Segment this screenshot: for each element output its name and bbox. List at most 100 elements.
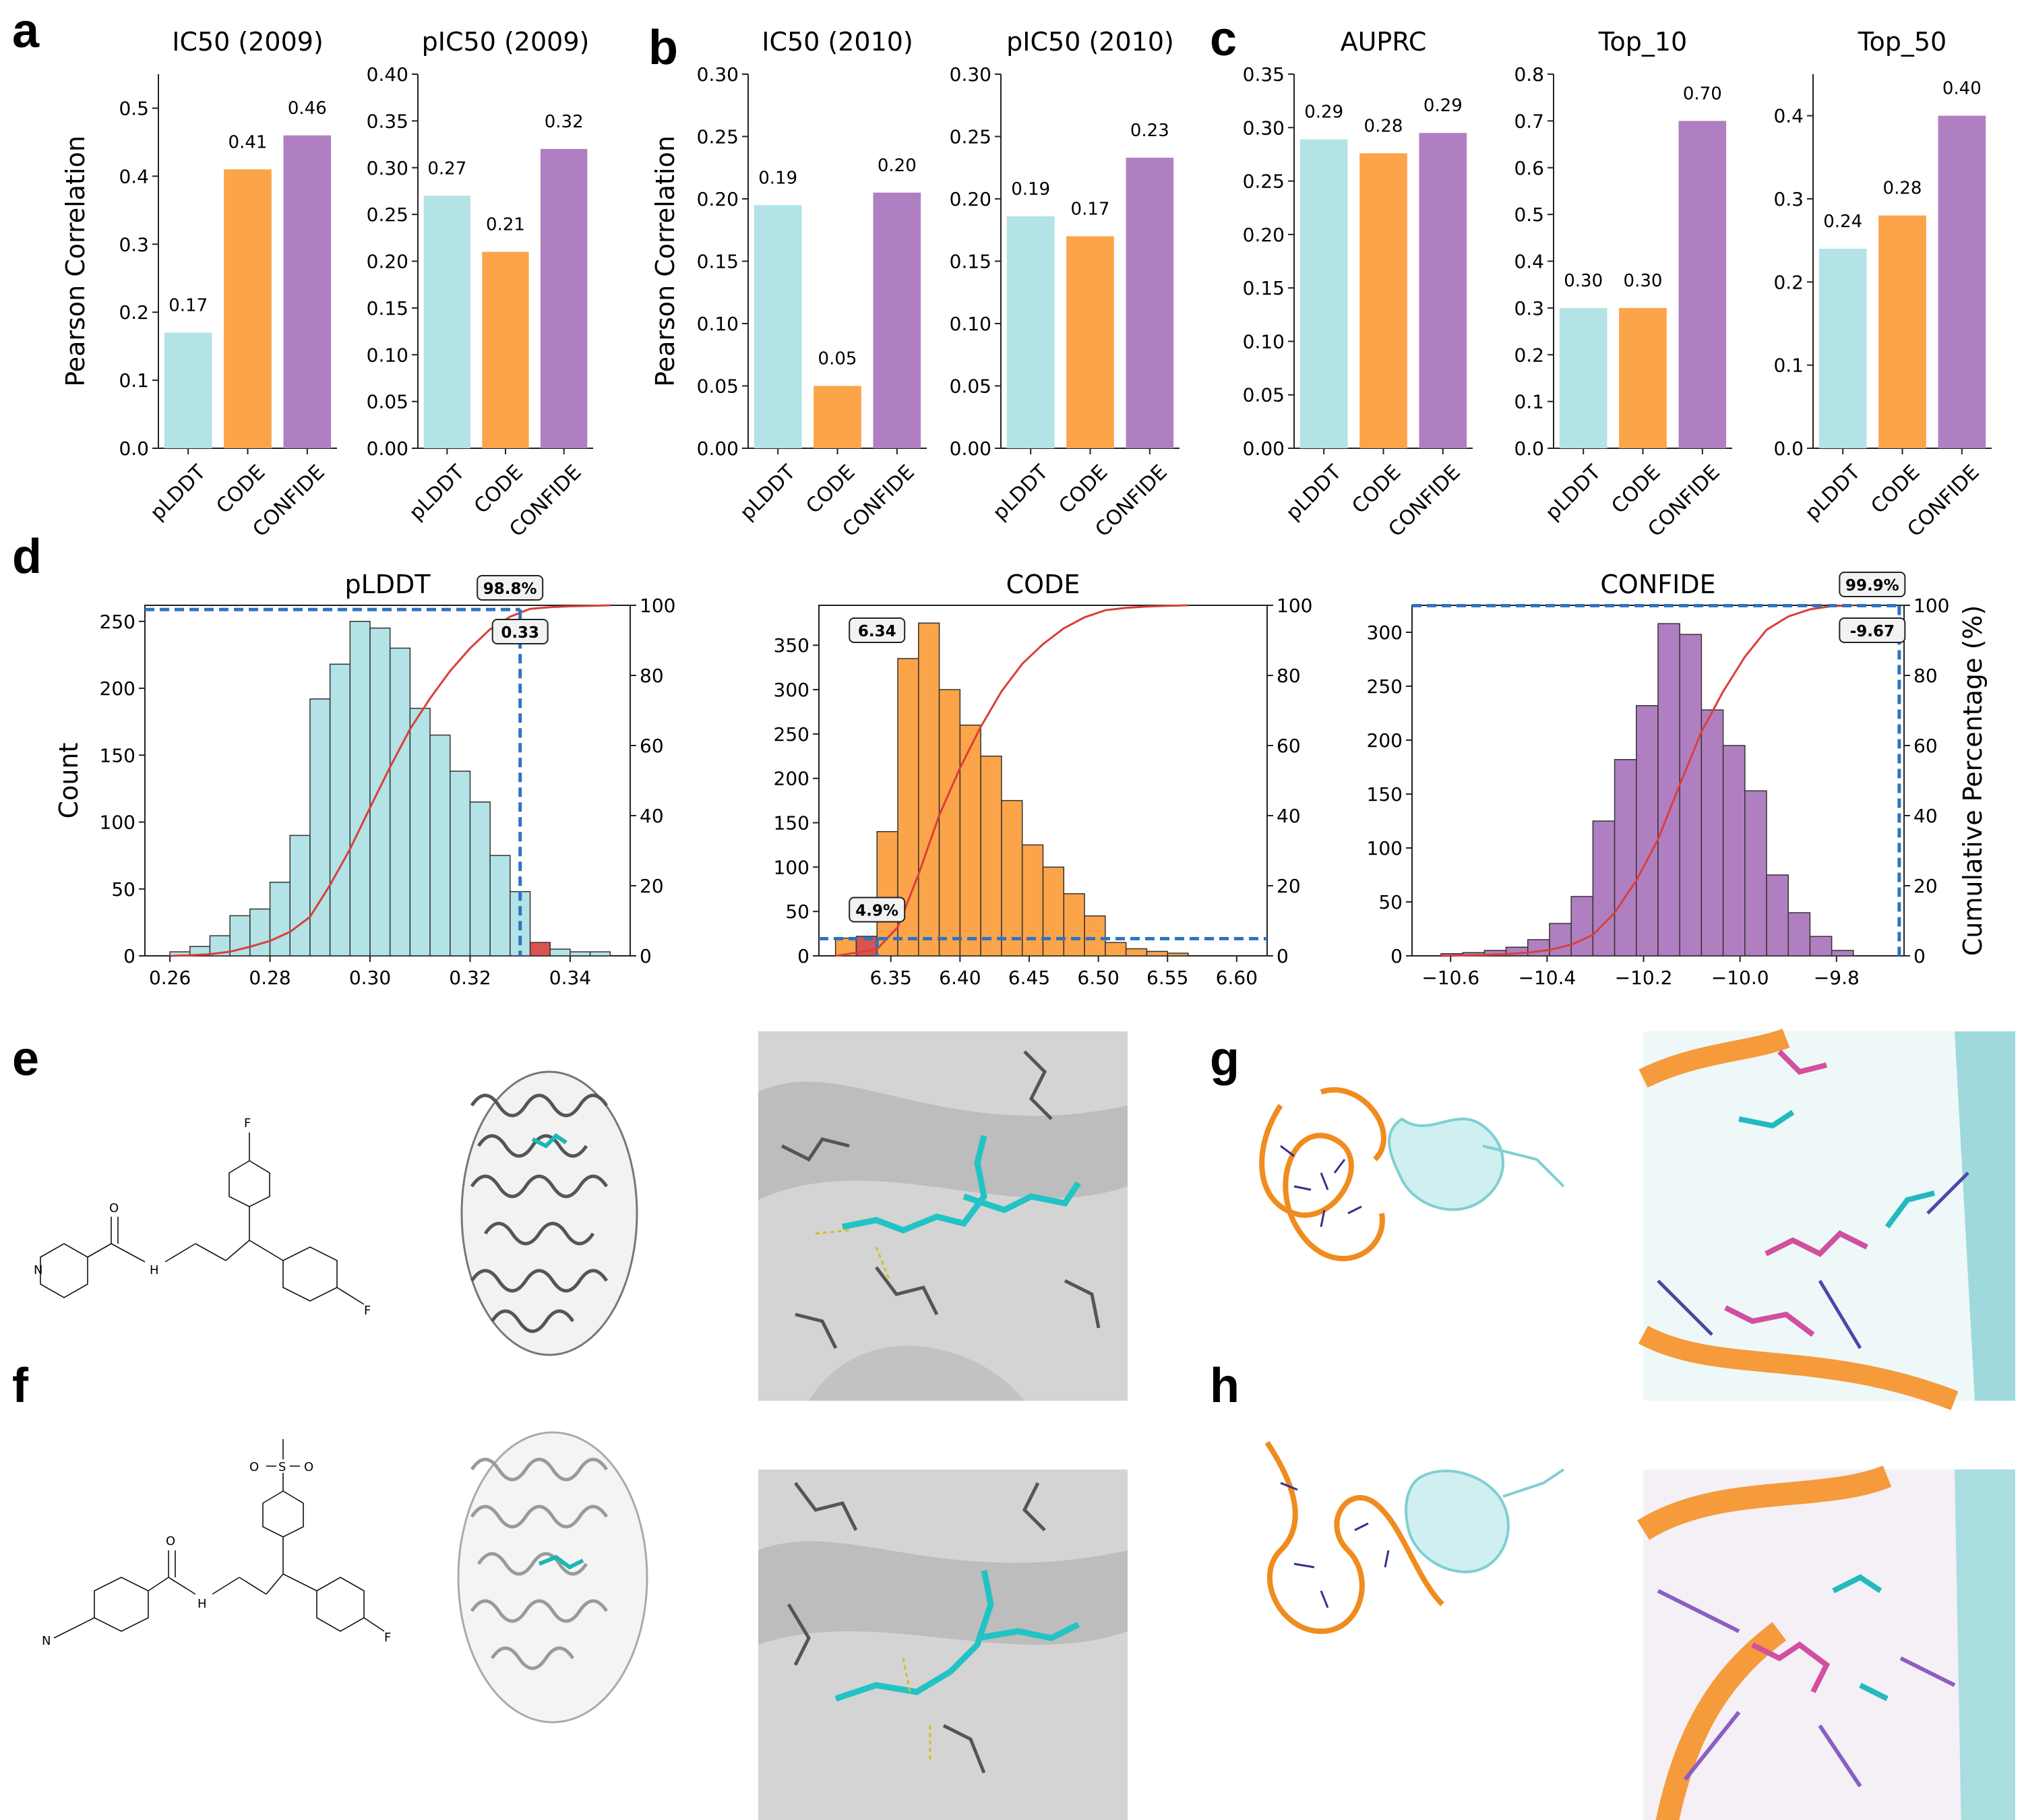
y-tick-label: 50 [1378,891,1403,913]
y-tick-label: 0.15 [697,251,739,273]
chart-title: IC50 (2009) [172,27,324,57]
histogram-bar [1063,893,1085,957]
chart-title: pIC50 (2010) [1006,27,1174,57]
molecule-2d-f [53,1439,385,1639]
y2-tick-label: 20 [1913,875,1938,897]
binding-site-zoom-e [758,1031,1128,1401]
threshold-label-box [849,617,906,643]
bar-code [1878,215,1926,448]
x-tick-label: 6.55 [1146,967,1188,989]
bar-chart-auprc: AUPRC 0.00 0.05 0.10 0.15 0.20 0.25 0.30 0.35 0.2… [1243,27,1473,542]
chart-title: AUPRC [1341,27,1427,57]
y-tick-label: 0.25 [1243,171,1285,193]
y-tick-label: 0.2 [1514,344,1544,366]
protein-structure-e [460,1070,638,1356]
histogram-bar [549,948,571,957]
y-tick-label: 150 [100,744,135,766]
y-tick-label: 200 [1367,729,1403,752]
x-tick-label: 6.45 [1008,967,1050,989]
y-tick-label: 0.0 [1773,437,1804,460]
y2-tick-label: 60 [640,735,664,757]
y-tick-label: 0.1 [1773,355,1804,377]
histogram-bar [1592,820,1616,957]
y2-tick-label: 100 [1277,595,1312,617]
data-label: 0.17 [168,295,208,315]
panel-letter-f: f [12,1359,29,1413]
bar-code [814,386,861,448]
x-tick-label: pLDDT [1800,460,1865,525]
bar-code [1619,307,1667,448]
data-label: 0.17 [1071,200,1110,220]
bar-code [1359,153,1407,449]
threshold-label: 6.34 [858,623,896,640]
y-tick-label: 150 [774,812,809,835]
data-label: 0.27 [427,158,466,179]
y2-tick-label: 0 [1277,945,1289,967]
y-tick-label: 0.4 [1514,251,1544,273]
y2-tick-label: 80 [640,665,664,687]
rna-protein-complex-h [1264,1440,1565,1635]
x-tick-label: pLDDT [146,460,210,525]
percentile-label-box [849,897,906,923]
y-tick-label: 0.35 [1243,63,1285,86]
y2-tick-label: 0 [1913,945,1926,967]
histogram-bar [1657,623,1680,957]
bar-code [482,251,529,448]
bar-confide [1419,133,1467,448]
x-tick-label: CODE [801,460,859,518]
x-tick-label: CODE [1054,460,1112,518]
percentile-label: 99.9% [1845,577,1899,595]
y-tick-label: 0.5 [119,97,149,119]
y-tick-label: 0.20 [697,188,739,210]
y-tick-label: 0.05 [367,391,408,413]
histogram-bar [389,647,411,957]
y-tick-label: 200 [774,768,809,790]
x-tick-label: 6.60 [1216,967,1258,989]
chart-title: pIC50 (2009) [422,27,590,57]
y-axis-label: Pearson Correlation [650,135,680,387]
x-tick-label: 0.28 [249,967,290,989]
x-tick-label: pLDDT [735,460,800,525]
histogram-bar [309,698,331,957]
threshold-label-box [1839,617,1906,643]
threshold-label-box [491,619,549,644]
atom-label-e-2: N [34,1263,42,1277]
histogram-bar [269,882,291,957]
y2-tick-label: 40 [1913,805,1938,827]
atom-label-e-0: F [244,1116,251,1130]
percentile-label: 4.9% [855,903,898,920]
percentile-label: 98.8% [483,580,537,598]
x-tick-label: CODE [470,460,528,518]
binding-site-zoom-f [758,1469,1128,1820]
y-tick-label: 0.05 [697,375,739,398]
cumulative-curve [1440,604,1854,957]
atom-label-e-1: F [364,1304,371,1318]
histogram-bar [469,801,491,957]
bar-chart-pic50-2010: pIC50 (2010) 0.00 0.05 0.10 0.15 0.20 0.25 0.30… [950,27,1180,542]
bar-plddt [1299,139,1348,448]
y2-tick-label: 100 [1913,595,1949,617]
data-label: 0.29 [1304,102,1343,123]
y-tick-label: 0.00 [697,437,739,460]
bar-chart-ic50-2009: IC50 (2009) 0.0 0.1 0.2 0.3 0.4 0.5 Pearson Cor… [61,27,337,542]
data-label: 0.28 [1364,116,1403,136]
x-tick-label: pLDDT [1281,460,1346,525]
y-tick-label: 350 [774,634,809,657]
y-tick-label: 0.30 [367,157,408,179]
y-tick-label: 0.30 [697,63,739,86]
bar-plddt [754,205,802,448]
y-tick-label: 100 [774,856,809,878]
atom-label-e-4: H [150,1263,159,1277]
y-tick-label: 0.8 [1514,63,1544,86]
y2-tick-label: 100 [640,595,675,617]
y-tick-label: 0.0 [1514,437,1544,460]
histogram-bar [1722,745,1746,957]
histogram-bar [897,658,919,957]
histogram-bar [1766,874,1789,957]
bar-confide [1938,115,1986,448]
y-tick-label: 0.3 [1773,188,1804,210]
y-tick-label: 150 [1367,783,1403,806]
x-tick-label: 6.35 [870,967,912,989]
y-tick-label: 100 [100,812,135,834]
